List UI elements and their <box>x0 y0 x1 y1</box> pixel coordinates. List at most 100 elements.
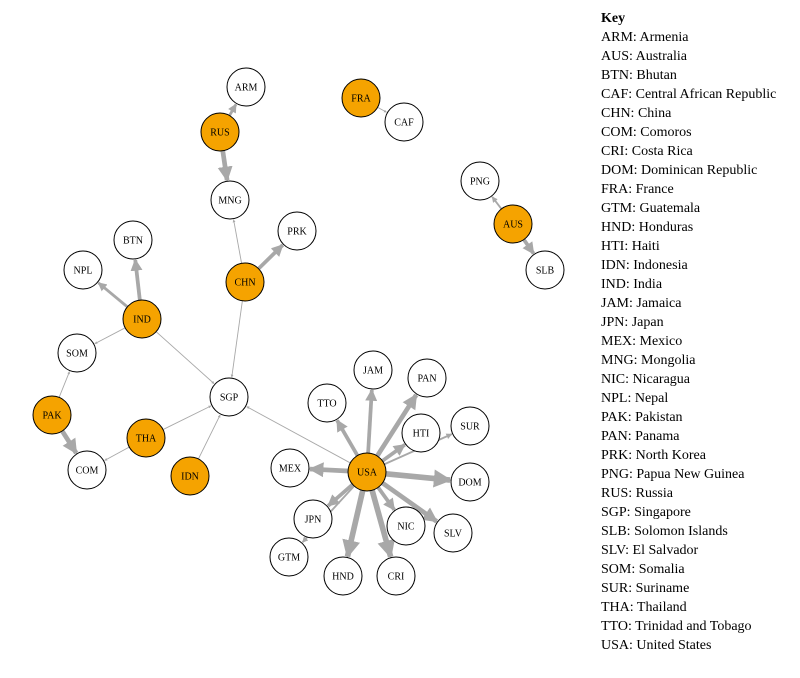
edge-tha-sgp <box>162 405 212 430</box>
node-circle <box>376 556 416 596</box>
node-prk: PRK <box>277 211 317 251</box>
node-label: CRI <box>388 572 405 583</box>
node-label: PAK <box>42 411 62 422</box>
node-circle <box>67 450 107 490</box>
node-circle <box>401 413 441 453</box>
legend-item: TTO: Trinidad and Tobago <box>601 619 752 634</box>
legend-item: PAK: Pakistan <box>601 410 683 425</box>
node-circle <box>353 350 393 390</box>
node-label: SLB <box>536 266 555 277</box>
network-graph: ARM RUS MNG FRA CAF PNG AUS SLB PRK CHN BTN NPL IND S… <box>32 67 565 596</box>
legend-item: PRK: North Korea <box>601 448 706 463</box>
node-som: SOM <box>57 333 97 373</box>
node-label: THA <box>136 434 157 445</box>
legend-items: ARM: Armenia AUS: Australia BTN: Bhutan CAF… <box>601 28 797 655</box>
node-circle <box>347 452 387 492</box>
node-arm: ARM <box>226 67 266 107</box>
node-jam: JAM <box>353 350 393 390</box>
node-circle <box>126 418 166 458</box>
node-layer: ARM RUS MNG FRA CAF PNG AUS SLB PRK CHN BTN NPL IND S… <box>32 67 565 596</box>
legend-item: SUR: Suriname <box>601 581 690 596</box>
node-caf: CAF <box>384 102 424 142</box>
edge-usa-nic <box>376 486 396 511</box>
legend-item: SLB: Solomon Islands <box>601 524 728 539</box>
edge-aus-slb <box>522 238 536 255</box>
node-label: RUS <box>210 128 229 139</box>
legend-item: THA: Thailand <box>601 600 687 615</box>
node-label: GTM <box>278 553 300 564</box>
edge-usa-jpn <box>326 483 354 508</box>
edge-fra-caf <box>377 106 387 113</box>
node-png: PNG <box>460 161 500 201</box>
legend-item: IDN: Indonesia <box>601 258 688 273</box>
node-ind: IND <box>122 299 162 339</box>
edge-pak-som <box>58 371 70 398</box>
legend-item: JPN: Japan <box>601 315 664 330</box>
node-label: PAN <box>417 374 436 385</box>
node-cri: CRI <box>376 556 416 596</box>
node-pak: PAK <box>32 395 72 435</box>
node-tha: THA <box>126 418 166 458</box>
legend-item: CRI: Costa Rica <box>601 144 693 159</box>
node-com: COM <box>67 450 107 490</box>
node-circle <box>277 211 317 251</box>
edge-ind-npl <box>97 281 129 308</box>
node-circle <box>170 456 210 496</box>
node-label: FRA <box>351 94 371 105</box>
node-circle <box>209 377 249 417</box>
edge-chn-sgp <box>230 300 243 378</box>
legend-item: FRA: France <box>601 182 674 197</box>
node-btn: BTN <box>113 220 153 260</box>
node-label: HTI <box>413 429 430 440</box>
node-circle <box>460 161 500 201</box>
node-pan: PAN <box>407 358 447 398</box>
edge-usa-jam <box>365 388 378 454</box>
node-circle <box>493 204 533 244</box>
edge-usa-pan <box>375 393 419 458</box>
legend-item: AUS: Australia <box>601 49 687 64</box>
node-circle <box>407 358 447 398</box>
node-label: COM <box>76 466 99 477</box>
node-slv: SLV <box>433 513 473 553</box>
node-label: BTN <box>123 236 143 247</box>
node-circle <box>433 513 473 553</box>
node-sur: SUR <box>450 406 490 446</box>
node-circle <box>341 78 381 118</box>
node-circle <box>113 220 153 260</box>
node-label: CAF <box>394 118 414 129</box>
node-mex: MEX <box>270 448 310 488</box>
node-chn: CHN <box>225 262 265 302</box>
edge-chn-prk <box>257 243 285 271</box>
edge-rus-arm <box>228 103 238 117</box>
node-label: CHN <box>234 278 255 289</box>
node-label: IDN <box>181 472 199 483</box>
node-label: NIC <box>397 522 415 533</box>
edge-chn-mng <box>232 219 243 264</box>
edge-usa-sgp <box>246 406 351 464</box>
legend-item: RUS: Russia <box>601 486 673 501</box>
edge-ind-btn <box>130 258 143 301</box>
legend-item: MEX: Mexico <box>601 334 683 349</box>
node-mng: MNG <box>210 180 250 220</box>
node-label: SUR <box>460 422 480 433</box>
node-jpn: JPN <box>293 499 333 539</box>
node-label: TTO <box>317 399 336 410</box>
legend-item: CHN: China <box>601 106 672 121</box>
node-label: SGP <box>220 393 239 404</box>
edge-usa-slv <box>381 481 439 524</box>
node-label: AUS <box>503 220 523 231</box>
node-label: ARM <box>235 83 258 94</box>
node-label: SLV <box>444 529 463 540</box>
legend-item: MNG: Mongolia <box>601 353 696 368</box>
node-circle <box>57 333 97 373</box>
node-circle <box>270 448 310 488</box>
edge-usa-dom <box>385 469 452 488</box>
node-aus: AUS <box>493 204 533 244</box>
legend-item: ARM: Armenia <box>601 30 689 45</box>
legend-item: JAM: Jamaica <box>601 296 682 311</box>
edge-pak-com <box>60 429 79 455</box>
node-label: NPL <box>74 266 93 277</box>
legend-item: SOM: Somalia <box>601 562 685 577</box>
legend-item: DOM: Dominican Republic <box>601 163 758 178</box>
node-circle <box>200 112 240 152</box>
